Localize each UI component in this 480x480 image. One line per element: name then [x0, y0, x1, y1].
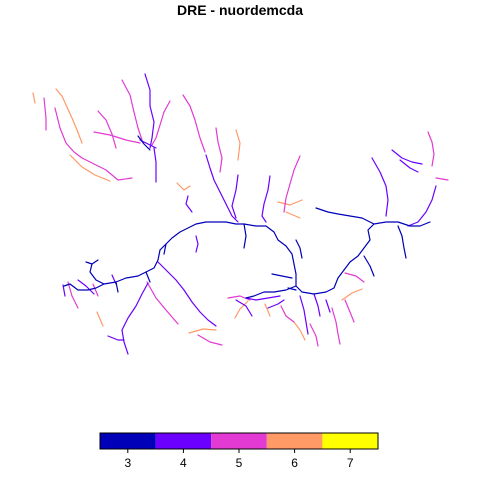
stream-segment	[344, 299, 355, 323]
stream-segment	[315, 207, 375, 225]
stream-segment	[283, 155, 301, 213]
stream-segment	[97, 110, 117, 149]
stream-segment	[93, 131, 141, 144]
stream-segment	[145, 271, 151, 283]
stream-segment	[188, 328, 217, 334]
map-title: DRE - nuordemcda	[176, 2, 303, 18]
stream-segment	[159, 221, 431, 295]
stream-segment	[77, 279, 95, 295]
stream-segment	[157, 261, 217, 327]
stream-segment	[293, 321, 306, 341]
stream-segment	[205, 154, 239, 223]
stream-segment	[151, 100, 171, 146]
stream-segment	[341, 288, 363, 301]
color-legend: 3 4 5 6 7	[99, 432, 379, 470]
stream-order-3-group	[63, 135, 431, 299]
stream-segment	[69, 154, 111, 182]
stream-segment	[115, 281, 119, 293]
legend-swatch	[322, 433, 378, 449]
legend-swatch	[266, 433, 323, 449]
stream-segment	[235, 129, 241, 161]
stream-segment	[62, 284, 66, 297]
stream-segment	[245, 285, 297, 299]
stream-segment	[295, 239, 303, 259]
stream-segment	[185, 195, 193, 213]
stream-segment	[313, 293, 321, 317]
stream-segment	[344, 272, 365, 283]
stream-order-6-group	[32, 88, 363, 341]
legend-tick-label: 6	[291, 456, 298, 470]
stream-segment	[107, 335, 125, 341]
stream-segment	[163, 243, 167, 255]
stream-segment	[299, 295, 309, 335]
legend-tick-label: 4	[180, 456, 187, 470]
stream-segment	[182, 94, 206, 153]
legend-tick-label: 7	[347, 456, 354, 470]
stream-segment	[267, 299, 285, 309]
stream-segment	[277, 199, 303, 206]
stream-segment	[89, 249, 161, 285]
stream-network	[32, 73, 449, 355]
legend-swatch	[100, 433, 156, 449]
stream-segment	[235, 299, 253, 317]
legend-swatch	[211, 433, 267, 449]
stream-segment	[146, 281, 179, 325]
stream-segment	[153, 147, 157, 183]
stream-segment	[243, 223, 247, 249]
stream-segment	[63, 283, 105, 291]
stream-segment	[371, 157, 389, 217]
stream-segment	[139, 139, 157, 149]
stream-segment	[215, 127, 223, 173]
stream-segment	[197, 334, 223, 346]
stream-segment	[32, 92, 36, 104]
stream-segment	[43, 97, 47, 131]
stream-segment	[195, 235, 199, 253]
stream-segment	[261, 175, 271, 223]
legend-tick-label: 3	[124, 456, 131, 470]
stream-segment	[67, 281, 79, 309]
stream-order-4-group	[62, 73, 437, 355]
stream-segment	[427, 131, 435, 167]
stream-segment	[397, 225, 407, 259]
stream-segment	[55, 88, 83, 144]
stream-segment	[363, 255, 375, 277]
stream-segment	[407, 185, 437, 227]
stream-segment	[234, 300, 249, 319]
stream-segment	[121, 79, 143, 141]
stream-segment	[245, 295, 281, 301]
stream-segment	[271, 273, 293, 279]
stream-segment	[435, 177, 449, 181]
stream-segment	[96, 311, 104, 327]
stream-segment	[391, 149, 423, 165]
stream-segment	[92, 283, 99, 297]
stream-segment	[309, 323, 319, 347]
legend-border	[99, 432, 379, 450]
stream-segment	[85, 261, 93, 265]
legend-tick-label: 5	[236, 456, 243, 470]
stream-segment	[331, 307, 341, 345]
stream-segment	[280, 305, 295, 323]
stream-segment	[231, 174, 239, 219]
stream-segment	[399, 159, 419, 173]
stream-segment	[285, 211, 301, 219]
stream-segment	[54, 107, 133, 181]
stream-segment	[176, 182, 191, 191]
stream-segment	[264, 303, 271, 317]
stream-segment	[121, 282, 149, 355]
stream-segment	[137, 135, 151, 151]
stream-segment	[325, 299, 331, 313]
stream-segment	[144, 73, 155, 149]
legend-swatch	[155, 433, 212, 449]
